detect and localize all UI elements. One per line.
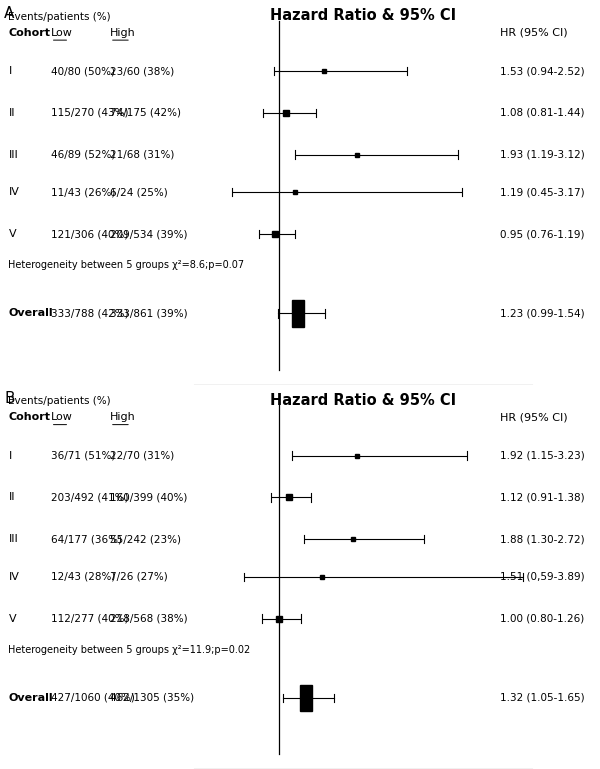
Text: Heterogeneity between 5 groups χ²=11.9;p=0.02: Heterogeneity between 5 groups χ²=11.9;p… (8, 645, 251, 655)
Text: 0.95 (0.76-1.19): 0.95 (0.76-1.19) (500, 229, 585, 239)
Text: 218/568 (38%): 218/568 (38%) (110, 614, 187, 624)
Text: IV: IV (8, 187, 19, 198)
Text: 115/270 (43%): 115/270 (43%) (51, 108, 128, 118)
Text: 203/492 (41%): 203/492 (41%) (51, 492, 128, 502)
Text: V: V (8, 229, 16, 239)
Text: 64/177 (36%): 64/177 (36%) (51, 534, 122, 544)
Text: 333/861 (39%): 333/861 (39%) (110, 308, 187, 318)
Text: 112/277 (40%): 112/277 (40%) (51, 614, 128, 624)
Text: 23/60 (38%): 23/60 (38%) (110, 66, 174, 76)
Text: HR (95% CI): HR (95% CI) (500, 412, 568, 422)
Text: Low better: Low better (241, 408, 317, 421)
Text: Events/patients (%): Events/patients (%) (8, 12, 111, 22)
Text: V: V (8, 614, 16, 624)
FancyBboxPatch shape (292, 300, 304, 327)
Text: 11/43 (26%): 11/43 (26%) (51, 187, 115, 198)
Text: 1.08 (0.81-1.44): 1.08 (0.81-1.44) (500, 108, 585, 118)
Text: II: II (8, 108, 15, 118)
Text: 36/71 (51%): 36/71 (51%) (51, 451, 115, 461)
Text: I: I (8, 66, 12, 76)
Text: High better: High better (365, 408, 446, 421)
Text: 1.19 (0.45-3.17): 1.19 (0.45-3.17) (500, 187, 585, 198)
Text: 1.23 (0.99-1.54): 1.23 (0.99-1.54) (500, 308, 585, 318)
Text: Events/patients (%): Events/patients (%) (8, 396, 111, 406)
Text: 1.93 (1.19-3.12): 1.93 (1.19-3.12) (500, 150, 585, 160)
Text: 1.88 (1.30-2.72): 1.88 (1.30-2.72) (500, 534, 585, 544)
Text: III: III (8, 150, 18, 160)
Text: 121/306 (40%): 121/306 (40%) (51, 229, 128, 239)
Text: High: High (110, 28, 136, 38)
Text: IV: IV (8, 571, 19, 582)
Text: 333/788 (42%): 333/788 (42%) (51, 308, 128, 318)
Text: 160/399 (40%): 160/399 (40%) (110, 492, 187, 502)
Text: 1.00 (0.80-1.26): 1.00 (0.80-1.26) (500, 614, 584, 624)
Text: 1.92 (1.15-3.23): 1.92 (1.15-3.23) (500, 451, 585, 461)
Text: 55/242 (23%): 55/242 (23%) (110, 534, 181, 544)
Text: 1.32 (1.05-1.65): 1.32 (1.05-1.65) (500, 693, 585, 703)
Text: Low: Low (51, 412, 73, 422)
Text: 22/70 (31%): 22/70 (31%) (110, 451, 174, 461)
Text: Hazard Ratio & 95% CI: Hazard Ratio & 95% CI (271, 393, 457, 408)
Text: I: I (8, 451, 12, 461)
Text: 1.53 (0.94-2.52): 1.53 (0.94-2.52) (500, 66, 585, 76)
Text: Cohort: Cohort (8, 28, 50, 38)
Text: 7/26 (27%): 7/26 (27%) (110, 571, 167, 582)
Text: 40/80 (50%): 40/80 (50%) (51, 66, 115, 76)
Text: 46/89 (52%): 46/89 (52%) (51, 150, 115, 160)
Text: 6/24 (25%): 6/24 (25%) (110, 187, 167, 198)
Text: 462/1305 (35%): 462/1305 (35%) (110, 693, 194, 703)
Text: HR (95% CI): HR (95% CI) (500, 28, 568, 38)
Text: Cohort: Cohort (8, 412, 50, 422)
Text: 21/68 (31%): 21/68 (31%) (110, 150, 174, 160)
Text: III: III (8, 534, 18, 544)
Text: 1.12 (0.91-1.38): 1.12 (0.91-1.38) (500, 492, 585, 502)
Text: II: II (8, 492, 15, 502)
Text: Heterogeneity between 5 groups χ²=8.6;p=0.07: Heterogeneity between 5 groups χ²=8.6;p=… (8, 261, 245, 271)
Text: Overall: Overall (8, 308, 53, 318)
Text: B: B (4, 391, 15, 406)
Text: Low: Low (51, 28, 73, 38)
Text: 74/175 (42%): 74/175 (42%) (110, 108, 181, 118)
FancyBboxPatch shape (300, 684, 312, 711)
Text: 427/1060 (40%): 427/1060 (40%) (51, 693, 134, 703)
Text: 1.51 (0,59-3.89): 1.51 (0,59-3.89) (500, 571, 585, 582)
Text: High: High (110, 412, 136, 422)
Text: 209/534 (39%): 209/534 (39%) (110, 229, 187, 239)
Text: A: A (4, 6, 14, 22)
Text: Hazard Ratio & 95% CI: Hazard Ratio & 95% CI (271, 8, 457, 23)
Text: 12/43 (28%): 12/43 (28%) (51, 571, 115, 582)
Text: Overall: Overall (8, 693, 53, 703)
